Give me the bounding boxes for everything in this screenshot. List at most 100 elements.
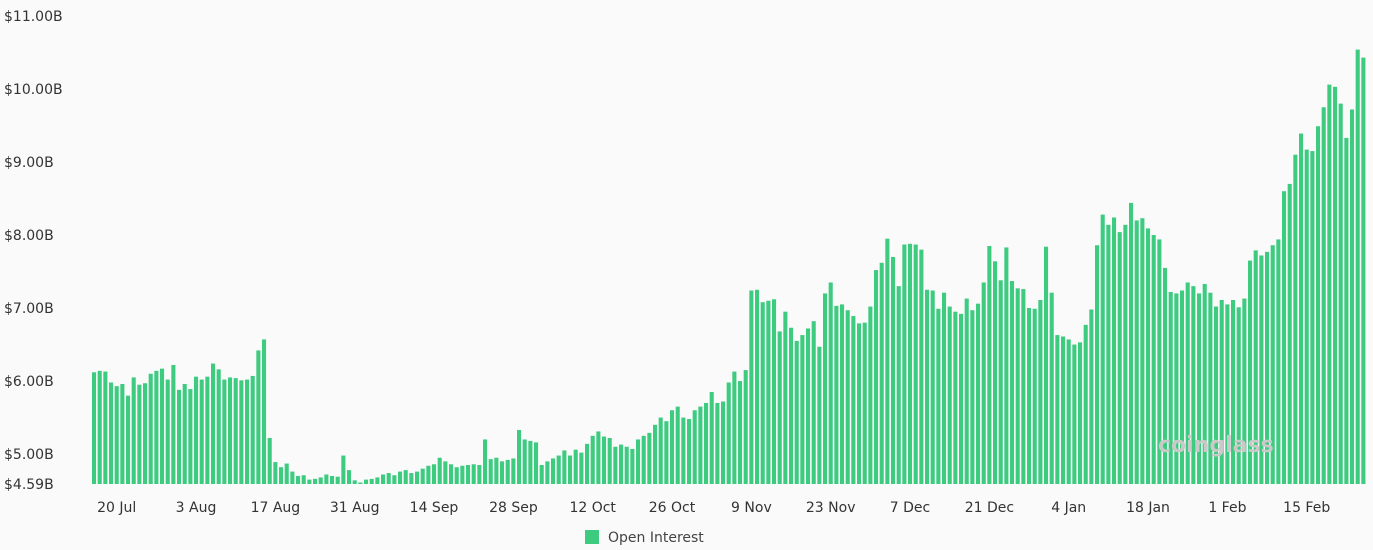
- bar-19: [199, 379, 204, 484]
- bar-122: [783, 311, 788, 484]
- bar-143: [902, 244, 907, 484]
- bar-218: [1327, 84, 1332, 484]
- bar-32: [273, 462, 278, 484]
- bar-127: [811, 321, 816, 484]
- bar-24: [228, 377, 233, 484]
- bar-2: [103, 371, 108, 484]
- bar-93: [619, 444, 624, 484]
- bar-35: [290, 471, 295, 484]
- bar-84: [568, 455, 573, 484]
- bar-158: [987, 245, 992, 484]
- bar-178: [1100, 214, 1105, 484]
- bar-75: [517, 429, 522, 484]
- bar-118: [760, 302, 765, 484]
- bar-207: [1265, 251, 1270, 484]
- x-tick-label-8: 9 Nov: [731, 500, 772, 516]
- bar-54: [398, 471, 403, 484]
- bar-78: [534, 442, 539, 484]
- bar-139: [879, 262, 884, 484]
- bar-156: [976, 303, 981, 484]
- x-axis: 20 Jul 3 Aug 17 Aug 31 Aug 14 Sep 28 Sep 12 Oc…: [97, 500, 1330, 516]
- bar-72: [500, 461, 505, 484]
- bar-167: [1038, 300, 1043, 484]
- bar-105: [687, 419, 692, 484]
- bar-100: [658, 417, 663, 484]
- bar-182: [1123, 224, 1128, 484]
- x-tick-label-3: 31 Aug: [330, 500, 380, 516]
- bar-124: [794, 340, 799, 484]
- bar-198: [1214, 306, 1219, 484]
- bar-43: [335, 476, 340, 484]
- bar-221: [1344, 137, 1349, 484]
- bar-125: [800, 335, 805, 484]
- bar-27: [245, 379, 250, 484]
- bar-101: [664, 421, 669, 484]
- bar-190: [1168, 291, 1173, 484]
- bar-11: [154, 370, 159, 484]
- bar-23: [222, 379, 227, 484]
- bar-135: [857, 323, 862, 484]
- bar-16: [182, 383, 187, 484]
- bar-48: [364, 479, 369, 484]
- bar-191: [1174, 293, 1179, 484]
- bar-71: [494, 457, 499, 484]
- bar-107: [698, 406, 703, 484]
- bar-215: [1310, 151, 1315, 484]
- bar-0: [92, 372, 97, 484]
- bar-83: [562, 450, 567, 484]
- bar-70: [488, 459, 493, 484]
- bar-140: [885, 238, 890, 484]
- bar-10: [148, 373, 153, 484]
- bar-15: [177, 389, 182, 484]
- bar-42: [330, 475, 335, 484]
- y-tick-label-5: $6.00B: [4, 374, 54, 390]
- bar-161: [1004, 247, 1009, 484]
- x-tick-label-0: 20 Jul: [97, 500, 136, 516]
- bar-165: [1027, 308, 1032, 484]
- y-axis: $11.00B $10.00B $9.00B $8.00B $7.00B $6.00B $5…: [4, 9, 63, 493]
- bar-136: [862, 322, 867, 484]
- bar-171: [1061, 336, 1066, 484]
- bar-98: [647, 432, 652, 484]
- bar-88: [590, 435, 595, 484]
- bar-81: [551, 458, 556, 484]
- bar-76: [522, 439, 527, 484]
- x-tick-label-10: 7 Dec: [890, 500, 930, 516]
- bar-137: [868, 306, 873, 484]
- bar-211: [1287, 183, 1292, 484]
- bar-112: [726, 382, 731, 484]
- bar-126: [806, 328, 811, 484]
- bar-56: [409, 473, 414, 484]
- bar-138: [874, 270, 879, 484]
- bar-181: [1117, 232, 1122, 484]
- bar-202: [1236, 307, 1241, 484]
- bar-179: [1106, 224, 1111, 484]
- x-tick-label-4: 14 Sep: [410, 500, 459, 516]
- bar-12: [160, 368, 165, 484]
- bar-128: [817, 346, 822, 484]
- bar-65: [460, 465, 465, 484]
- bar-195: [1197, 293, 1202, 484]
- y-tick-label-4: $7.00B: [4, 301, 54, 317]
- bar-33: [279, 467, 284, 484]
- bar-120: [772, 299, 777, 484]
- legend[interactable]: Open Interest: [585, 530, 704, 546]
- x-tick-label-15: 15 Feb: [1283, 500, 1330, 516]
- bar-5: [120, 383, 125, 484]
- bar-106: [692, 410, 697, 484]
- bar-159: [993, 261, 998, 484]
- bar-164: [1021, 289, 1026, 484]
- bar-69: [483, 439, 488, 484]
- bar-212: [1293, 154, 1298, 484]
- bar-6: [126, 395, 131, 484]
- bar-129: [823, 293, 828, 484]
- bar-8: [137, 384, 142, 484]
- x-tick-label-6: 12 Oct: [569, 500, 616, 516]
- bar-173: [1072, 344, 1077, 484]
- bar-119: [766, 300, 771, 484]
- legend-label: Open Interest: [608, 530, 704, 546]
- bar-3: [109, 382, 114, 484]
- bar-152: [953, 311, 958, 484]
- bar-13: [165, 379, 170, 484]
- bar-149: [936, 308, 941, 484]
